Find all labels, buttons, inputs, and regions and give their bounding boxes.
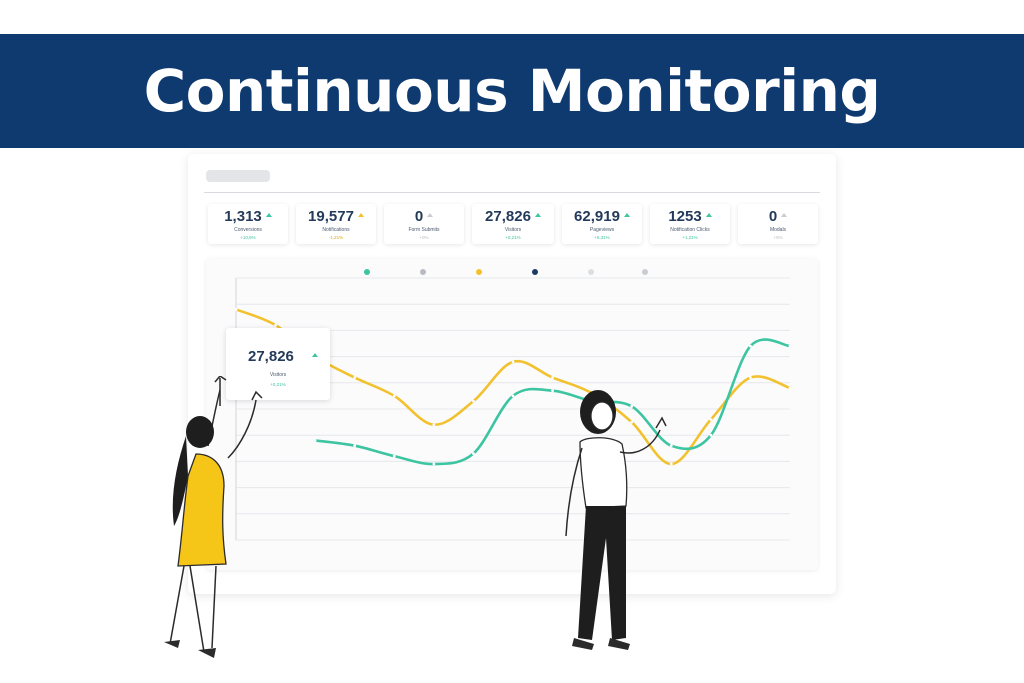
stat-value: 19,577 xyxy=(308,208,354,225)
stat-label: Visitors xyxy=(504,227,522,233)
data-point xyxy=(630,420,634,424)
data-point xyxy=(749,376,752,379)
data-point xyxy=(234,308,238,311)
data-point xyxy=(709,418,713,421)
stat-card[interactable]: 27,826 Visitors +0,21% xyxy=(472,204,554,244)
stat-change: +0% xyxy=(773,235,783,240)
dashboard-panel: 1,313 Conversions +10,6% 19,577 Notifica… xyxy=(188,154,836,594)
stat-value: 62,919 xyxy=(574,208,620,225)
data-point xyxy=(630,404,634,408)
legend-dot[interactable] xyxy=(364,269,370,275)
stat-label: Modals xyxy=(769,227,787,233)
divider xyxy=(204,192,820,193)
visitors-tooltip-card: 27,826 Visitors +0,21% xyxy=(226,328,330,400)
stat-change: +5,31% xyxy=(594,235,610,240)
data-point xyxy=(788,386,792,390)
data-point xyxy=(669,444,673,448)
stat-card[interactable]: 1253 Notification Clicks +1,21% xyxy=(650,204,730,244)
line-chart xyxy=(234,277,792,541)
stat-change: +1,21% xyxy=(682,235,698,240)
title-banner: Continuous Monitoring xyxy=(0,34,1024,148)
data-point xyxy=(392,394,396,398)
stat-card[interactable]: 0 Modals +0% xyxy=(738,204,818,244)
stat-card[interactable]: 0 Form Submits +0% xyxy=(384,204,464,244)
woman-standing-illustration xyxy=(565,390,667,650)
data-point xyxy=(432,423,436,427)
legend-dot[interactable] xyxy=(642,269,648,275)
arrow-up-icon xyxy=(705,213,712,217)
stat-value: 0 xyxy=(768,208,778,225)
stat-label: Form Submits xyxy=(408,227,440,233)
data-point xyxy=(472,452,475,455)
data-point xyxy=(353,376,357,379)
data-point xyxy=(511,360,515,364)
data-point xyxy=(511,394,515,398)
arrow-up-icon xyxy=(781,213,788,217)
data-point xyxy=(392,454,396,458)
stat-change: -1,21% xyxy=(328,235,344,240)
data-point xyxy=(274,323,277,327)
stat-label: Notifications xyxy=(322,227,350,233)
stat-change: +0% xyxy=(419,235,429,240)
data-point xyxy=(551,389,554,393)
tooltip-change: +0,21% xyxy=(270,382,286,387)
stat-value: 27,826 xyxy=(485,208,531,225)
legend-dot[interactable] xyxy=(588,269,594,275)
page-title: Continuous Monitoring xyxy=(143,57,881,125)
stat-label: Conversions xyxy=(234,227,262,233)
stat-card[interactable]: 1,313 Conversions +10,6% xyxy=(208,204,288,244)
stat-label: Notification Clicks xyxy=(670,227,710,233)
arrow-up-icon xyxy=(427,213,434,217)
stat-change: +10,6% xyxy=(240,235,256,240)
data-point xyxy=(472,399,475,403)
woman-pointing-illustration xyxy=(164,376,263,658)
stat-value: 1,313 xyxy=(224,208,262,225)
data-point xyxy=(669,462,673,466)
stat-card[interactable]: 62,919 Pageviews +5,31% xyxy=(562,204,642,244)
line-chart-card xyxy=(206,258,818,570)
stat-card[interactable]: 19,577 Notifications -1,21% xyxy=(296,204,376,244)
data-point xyxy=(313,439,317,442)
data-point xyxy=(432,462,436,466)
stat-change: +0,21% xyxy=(505,235,521,240)
data-point xyxy=(749,344,752,348)
tooltip-label: Visitors xyxy=(269,372,287,378)
stat-value: 1253 xyxy=(668,208,702,225)
legend-dot[interactable] xyxy=(476,269,482,275)
arrow-up-icon xyxy=(623,213,630,217)
legend-dot[interactable] xyxy=(532,269,538,275)
data-point xyxy=(551,376,554,379)
series-line-1 xyxy=(313,338,792,466)
dashboard-title-placeholder xyxy=(206,170,270,182)
stat-label: Pageviews xyxy=(589,227,615,233)
legend-dot[interactable] xyxy=(420,269,426,275)
arrow-up-icon xyxy=(534,213,541,217)
arrow-up-icon xyxy=(265,213,272,217)
arrow-up-icon xyxy=(312,353,318,357)
stat-value: 0 xyxy=(414,208,424,225)
stat-cards-row: 1,313 Conversions +10,6% 19,577 Notifica… xyxy=(208,204,820,244)
data-point xyxy=(709,433,713,437)
data-point xyxy=(353,444,357,448)
tooltip-value: 27,826 xyxy=(248,348,294,365)
arrow-up-icon xyxy=(357,213,364,217)
data-point xyxy=(788,344,792,348)
